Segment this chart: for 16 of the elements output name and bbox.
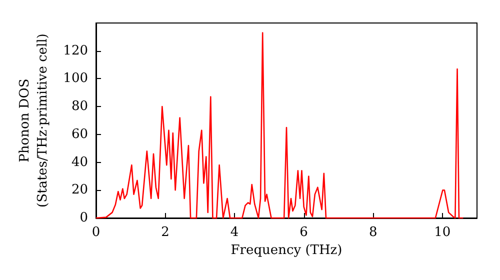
x-tick-label: 4 bbox=[230, 225, 239, 240]
y-tick-label: 40 bbox=[71, 154, 88, 170]
x-tick-label: 8 bbox=[368, 225, 378, 240]
x-axis-title: Frequency (THz) bbox=[230, 242, 342, 258]
y-tick-label: 120 bbox=[63, 43, 88, 58]
y-tick-label: 0 bbox=[80, 210, 88, 226]
x-tick-label: 10 bbox=[434, 225, 451, 240]
y-tick-label: 20 bbox=[71, 182, 88, 198]
y-tick-label: 60 bbox=[71, 126, 88, 142]
y-tick-label: 80 bbox=[71, 99, 88, 114]
y-tick-label: 100 bbox=[63, 71, 88, 86]
line-series bbox=[95, 32, 464, 219]
x-tick-label: 6 bbox=[300, 225, 308, 240]
y-axis-title: Phonon DOS (States/THz·primitive cell) bbox=[18, 33, 50, 208]
x-tick-label: 0 bbox=[92, 225, 100, 240]
x-tick-label: 2 bbox=[161, 225, 170, 240]
